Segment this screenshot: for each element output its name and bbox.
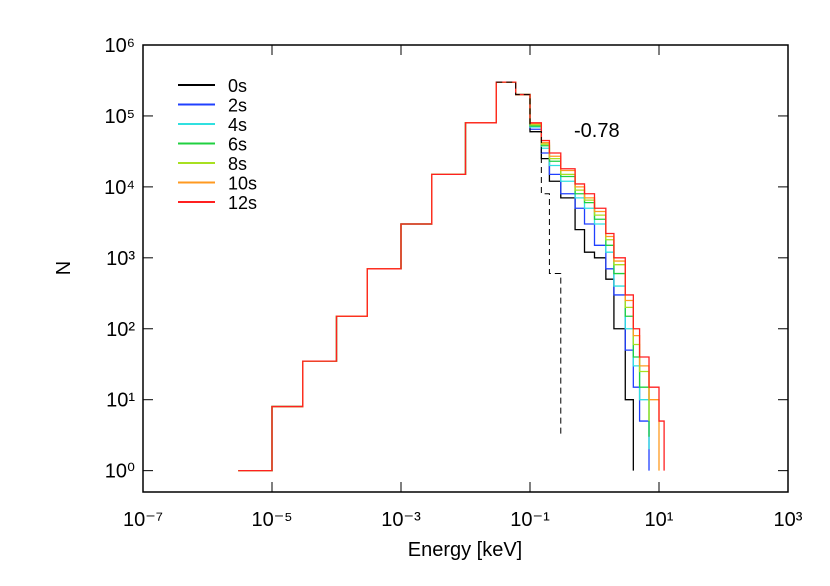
y-tick-label: 10³ [106,248,135,270]
x-axis-label: Energy [keV] [408,539,523,561]
y-tick-label: 10² [106,319,135,341]
x-tick-label: 10⁻⁵ [251,509,292,531]
legend-label: 4s [228,115,247,135]
legend-label: 2s [228,96,247,116]
x-tick-label: 10⁻³ [381,509,421,531]
y-tick-label: 10⁵ [104,106,135,128]
legend-label: 8s [228,154,247,174]
y-tick-label: 10⁰ [105,461,135,483]
legend-label: 6s [228,135,247,155]
plot-frame [142,44,789,493]
series-line [238,81,665,472]
model-curve [496,81,562,437]
x-tick-label: 10⁻¹ [510,509,550,531]
legend-label: 12s [228,193,257,213]
y-tick-label: 10⁴ [104,177,135,199]
x-tick-label: 10³ [774,509,803,531]
legend-label: 0s [228,76,247,96]
y-tick-label: 10⁶ [105,35,135,57]
y-axis-label: N [53,261,75,275]
annotation: -0.78 [574,120,620,142]
x-tick-label: 10¹ [645,509,674,531]
y-tick-label: 10¹ [106,390,135,412]
legend-label: 10s [228,174,257,194]
x-tick-label: 10⁻⁷ [123,509,163,531]
